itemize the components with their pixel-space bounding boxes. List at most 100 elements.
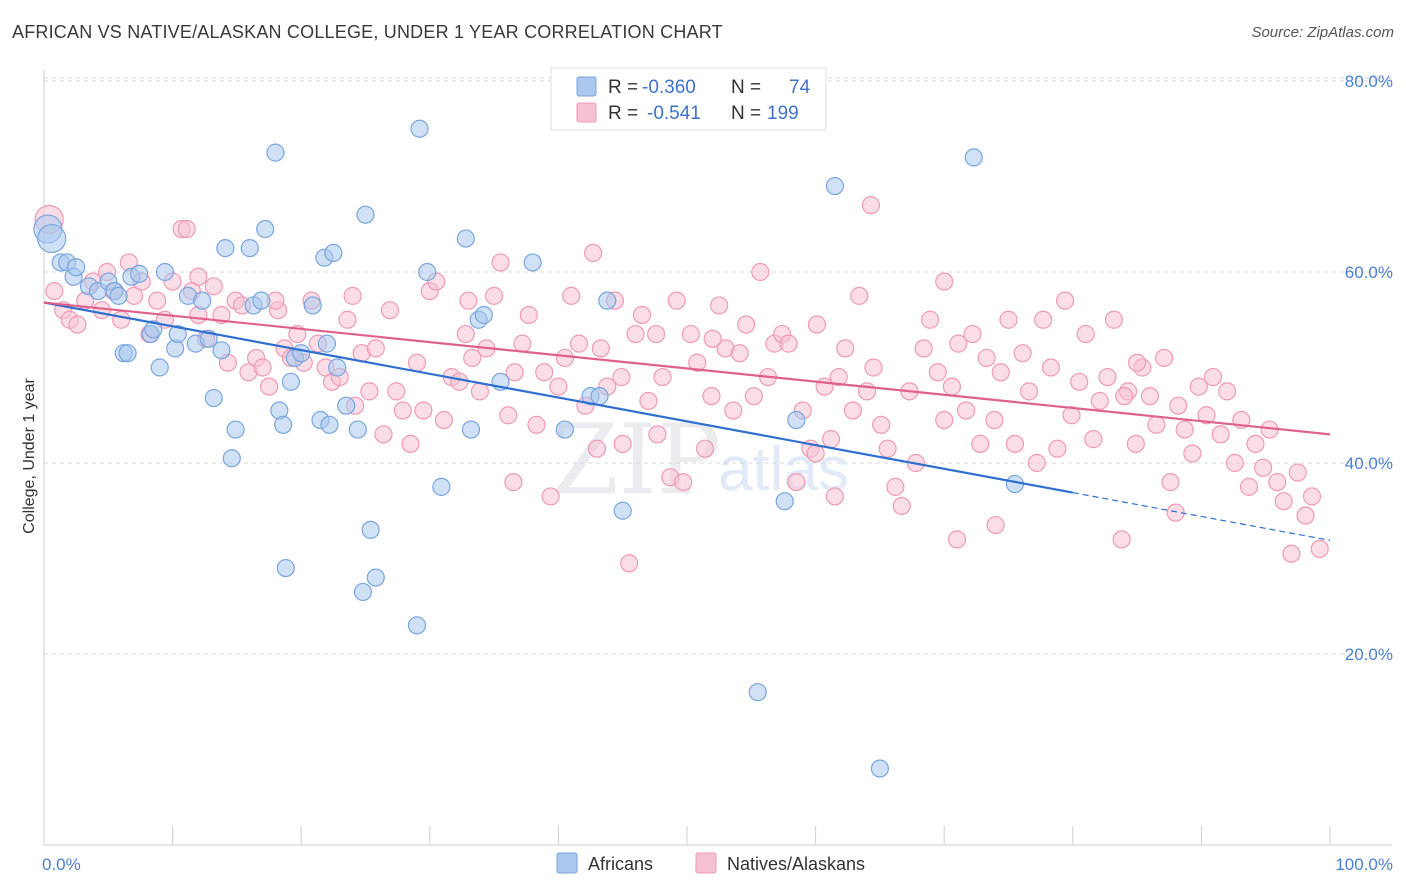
legend-n-value-2: 199 [767,103,799,124]
natives-point [387,382,406,401]
natives-point [626,324,645,344]
africans-point [598,291,617,310]
natives-point [380,301,400,320]
africans-point [281,372,301,391]
africans-point [168,324,187,344]
natives-point [1288,463,1307,482]
natives-point [612,367,631,387]
natives-point [569,334,589,353]
natives-point [591,339,610,358]
africans-point [240,239,259,258]
natives-point [1239,477,1259,496]
natives-point [204,277,223,296]
africans-point [474,305,493,325]
y-tick-label-60: 60.0% [1345,263,1393,282]
africans-point [150,358,169,377]
africans-point [432,477,451,496]
africans-point [256,219,275,239]
natives-point [1268,473,1287,492]
africans-point [748,683,767,702]
africans-point [276,558,295,578]
natives-point [613,434,632,453]
natives-point [1140,387,1160,406]
natives-point [587,439,607,458]
chart-source: Source: ZipAtlas.com [1251,24,1394,41]
natives-point [68,315,87,334]
natives-point [1013,344,1032,363]
africans-point [353,582,373,602]
natives-point [999,310,1018,329]
legend-r-value-1: -0.360 [642,77,696,98]
natives-point [338,310,357,329]
africans-point [407,616,427,635]
africans-point [155,262,174,282]
natives-point [450,372,469,391]
natives-point [935,272,954,291]
natives-point [1104,310,1124,329]
africans-point [787,410,806,430]
africans-point [418,262,437,282]
africans-point [266,143,285,162]
natives-point [1019,382,1039,401]
natives-point [1098,367,1117,387]
natives-point [485,286,504,305]
natives-point [737,315,756,334]
africans-point [590,387,609,406]
africans-point [303,296,322,315]
natives-point [1127,353,1147,372]
legend-swatch-africans [576,76,597,97]
natives-point [1090,391,1109,411]
africans-point [204,388,223,408]
natives-point [620,554,639,573]
natives-point [463,348,482,368]
natives-point [787,473,806,492]
legend-n-label-1: N = [731,77,761,98]
natives-point [1034,310,1053,329]
natives-point [1183,444,1202,463]
africans-point [118,344,137,363]
natives-point [681,324,700,344]
natives-point [541,487,560,506]
africans-point [144,320,163,339]
natives-point [519,305,538,325]
natives-point [1218,382,1237,401]
natives-point [1055,291,1075,310]
natives-point [850,286,869,305]
natives-point [1225,453,1244,473]
africans-point [212,341,231,360]
natives-point [825,487,844,506]
africans-point [870,759,890,778]
natives-point [674,473,693,492]
natives-point [1211,425,1230,444]
natives-point [864,358,883,377]
natives-point [1041,358,1061,377]
x-tick-label-100: 100.0% [1335,855,1393,874]
natives-point [872,415,891,434]
natives-point [393,401,412,420]
trend-lines [43,301,1331,541]
natives-point [991,363,1010,382]
natives-point [1161,473,1180,492]
africans-point [361,520,380,539]
y-tick-label-20: 20.0% [1345,645,1393,664]
africans-point [356,205,375,224]
natives-point [730,344,749,363]
y-axis-label: College, Under 1 year [21,378,38,534]
natives-point [1254,458,1273,477]
natives-point [434,410,454,430]
natives-point [1189,377,1208,396]
legend-r-label-2: R = [608,103,638,124]
africans-trend-extension [1072,492,1331,541]
y-tick-label-40: 40.0% [1345,454,1393,473]
africans-point [324,243,343,262]
africans-point [775,492,794,511]
africans-point [222,449,241,468]
bottom-legend-swatch-natives [695,852,717,874]
natives-point [513,334,532,353]
natives-point [956,401,976,420]
natives-point [667,291,686,310]
legend-n-label-2: N = [731,103,761,124]
natives-point [1197,406,1216,425]
africans-point [613,501,632,520]
